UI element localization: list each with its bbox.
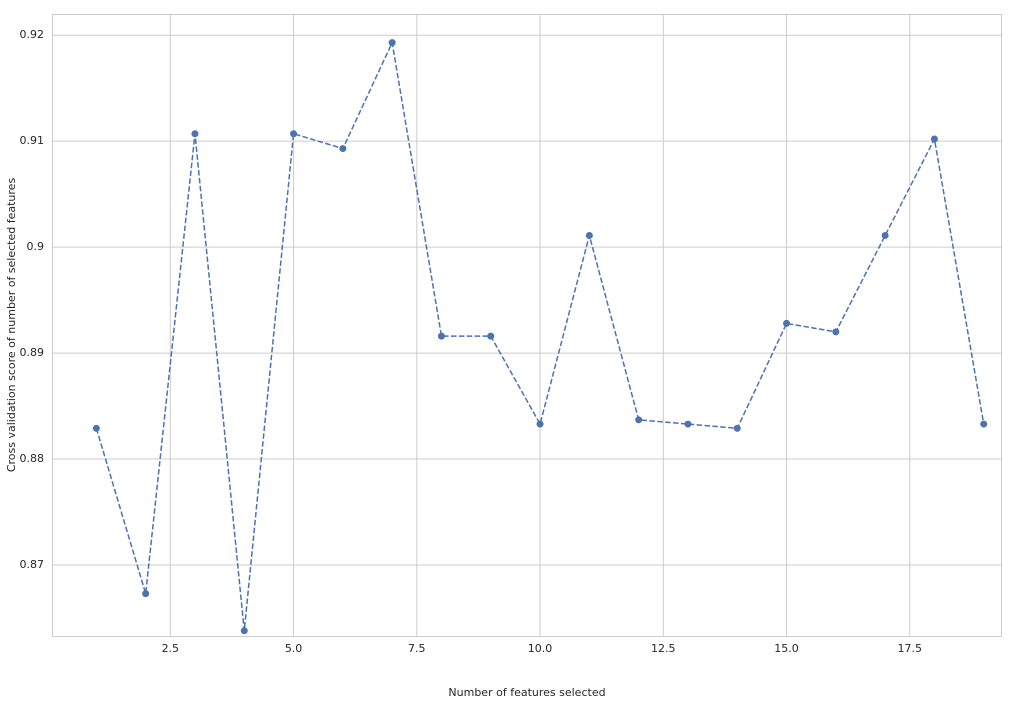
x-tick-label: 12.5	[651, 642, 676, 655]
y-tick-label: 0.91	[20, 134, 45, 147]
y-tick-label: 0.87	[20, 558, 45, 571]
data-point	[339, 145, 347, 153]
x-axis-label: Number of features selected	[448, 686, 605, 699]
data-point	[388, 39, 396, 47]
x-tick-label: 5.0	[285, 642, 303, 655]
data-point	[437, 332, 445, 340]
plot-frame	[52, 14, 1002, 637]
data-point	[635, 416, 643, 424]
x-tick-label: 17.5	[898, 642, 923, 655]
data-point	[980, 420, 988, 428]
y-tick-label: 0.9	[27, 240, 45, 253]
data-point	[142, 590, 150, 598]
y-axis-label: Cross validation score of number of sele…	[5, 178, 18, 473]
data-point	[783, 319, 791, 327]
data-point	[487, 332, 495, 340]
data-point	[92, 424, 100, 432]
x-tick-label: 10.0	[528, 642, 553, 655]
y-tick-label: 0.92	[20, 28, 45, 41]
data-point	[240, 627, 248, 635]
data-point	[191, 130, 199, 138]
data-point	[881, 231, 889, 239]
data-point	[290, 130, 298, 138]
x-tick-label: 2.5	[162, 642, 180, 655]
data-point	[832, 328, 840, 336]
x-tick-label: 15.0	[774, 642, 799, 655]
data-point	[930, 135, 938, 143]
y-tick-label: 0.89	[20, 346, 45, 359]
x-tick-label: 7.5	[408, 642, 426, 655]
data-point	[585, 231, 593, 239]
data-point	[733, 424, 741, 432]
y-tick-label: 0.88	[20, 452, 45, 465]
data-point	[536, 420, 544, 428]
data-point	[684, 420, 692, 428]
